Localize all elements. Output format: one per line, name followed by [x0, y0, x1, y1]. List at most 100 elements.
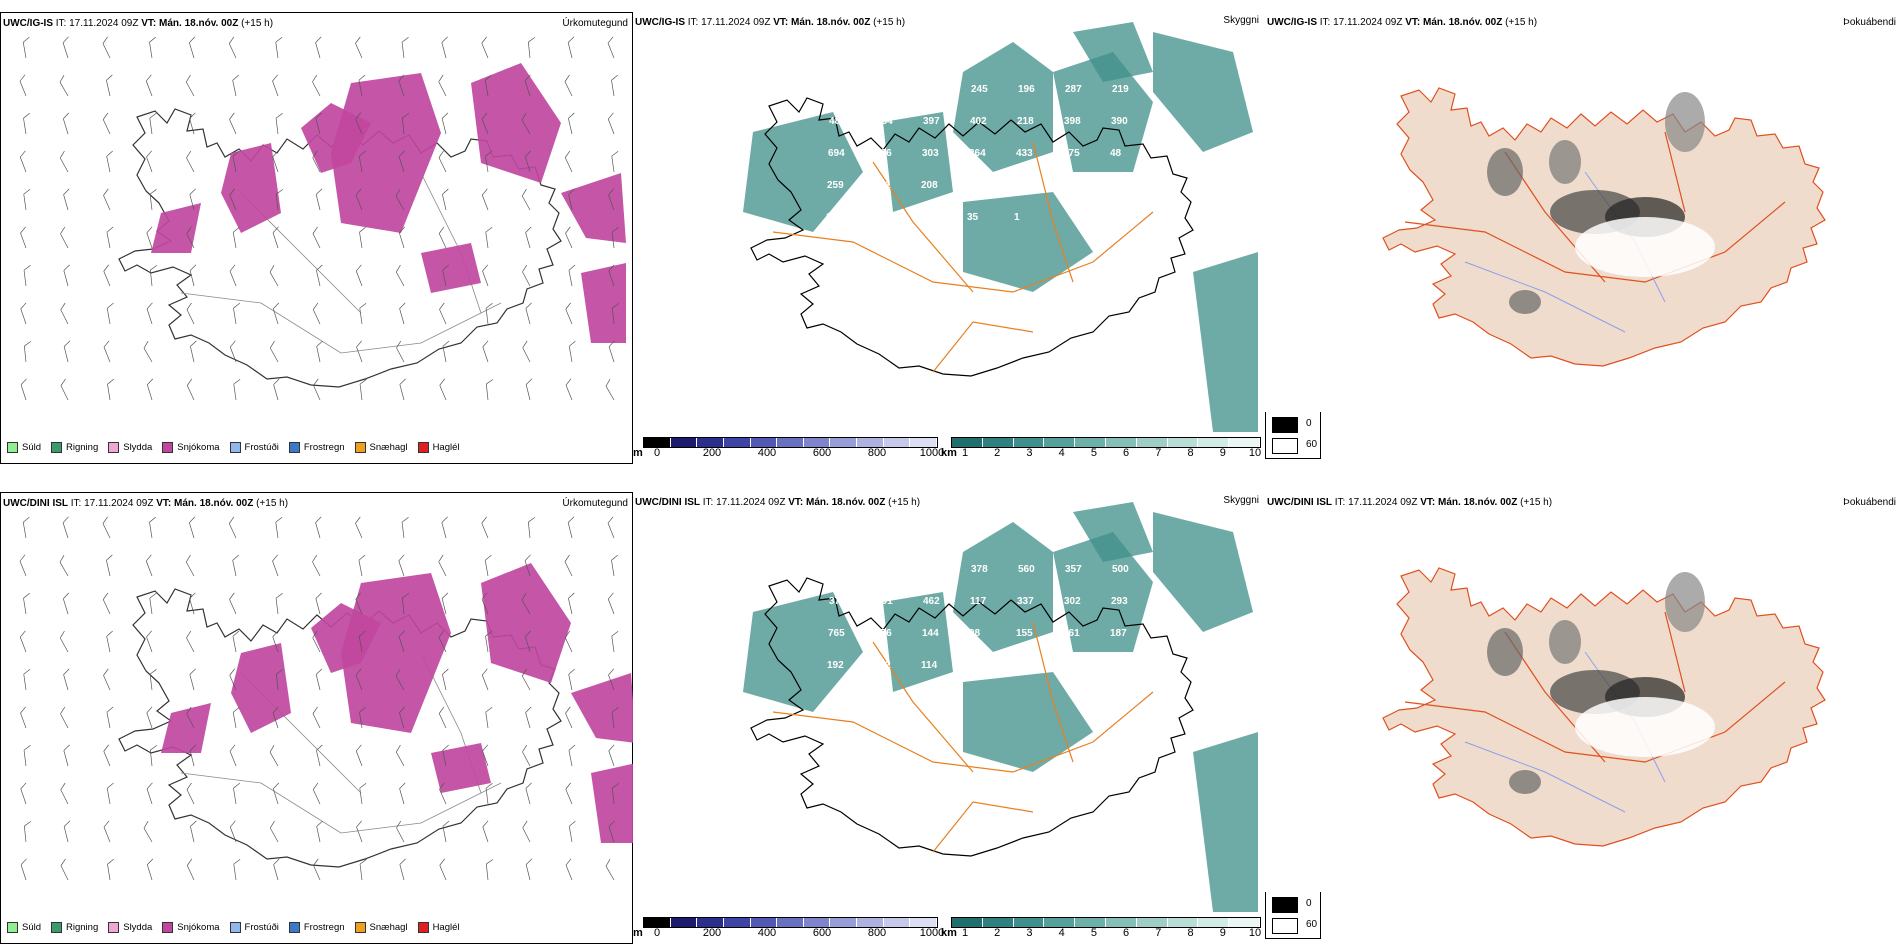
vt-value: Mán. 18.nóv. 00Z — [1438, 497, 1518, 508]
wind-barb-flag — [63, 820, 71, 827]
legend-item: Snæhagl — [354, 442, 408, 453]
colorbar-segment — [697, 918, 724, 927]
wind-barb-staff — [605, 865, 615, 881]
wind-barb — [355, 36, 363, 59]
wind-barb — [59, 150, 69, 173]
lead-time: (+15 h) — [256, 498, 289, 509]
wind-barb — [62, 516, 69, 539]
wind-barb-flag — [485, 226, 493, 233]
fog-patch — [1549, 620, 1581, 664]
wind-barb — [567, 516, 575, 539]
colorbar-segment — [750, 918, 778, 927]
fog-patch — [1665, 92, 1705, 152]
wind-barb — [525, 782, 532, 805]
colorbar-tick: 0 — [653, 447, 661, 459]
panel-name: Þokuábendi — [1843, 17, 1896, 28]
it-label: IT: — [1319, 17, 1331, 28]
colorbar-segment — [1136, 918, 1168, 927]
wind-barb — [359, 379, 367, 401]
colorbar-segment — [1167, 438, 1199, 447]
wind-barb — [315, 188, 323, 211]
wind-barb — [20, 706, 27, 729]
it-value: 17.11.2024 09Z — [69, 18, 139, 29]
wind-barb — [359, 226, 367, 249]
wind-barb-staff — [233, 788, 237, 805]
wind-barb-flag — [233, 858, 241, 865]
wind-barb-staff — [485, 232, 489, 249]
wind-barb-staff — [607, 43, 615, 59]
colorbar-segment — [857, 438, 884, 447]
wind-barb-staff — [19, 156, 27, 173]
wind-barb-staff — [103, 827, 111, 843]
wind-barb-staff — [522, 271, 531, 287]
wind-barb — [23, 112, 31, 135]
wind-barb-flag — [186, 226, 192, 234]
iceland-coastline — [118, 588, 562, 868]
wind-barb-flag — [525, 706, 532, 713]
wind-barb-staff — [355, 675, 363, 691]
wind-barb — [398, 74, 405, 97]
wind-barb — [189, 112, 196, 135]
wind-barb-staff — [60, 789, 69, 805]
legend-label: Rigning — [66, 442, 99, 453]
wind-barb — [149, 189, 157, 211]
legend-swatch — [51, 442, 63, 453]
wind-barb-staff — [564, 637, 573, 653]
wind-barb — [611, 74, 619, 97]
wind-barb — [442, 340, 450, 363]
colorbar-strip — [951, 437, 1261, 448]
wind-barb-flag — [355, 188, 362, 196]
wind-barb — [186, 378, 195, 401]
cloud-base-label: 294 — [830, 84, 847, 95]
wind-barb-staff — [228, 523, 237, 539]
wind-barb-flag — [398, 630, 405, 638]
cloud-base-label: 187 — [1110, 628, 1127, 639]
legend-label: Haglél — [432, 922, 460, 933]
wind-barb — [146, 302, 153, 325]
colorbar-tick: 600 — [812, 927, 832, 939]
cloud-base-label: 208 — [921, 180, 938, 191]
wind-barb-staff — [611, 636, 615, 653]
wind-barb-flag — [316, 264, 323, 271]
wind-barb-staff — [611, 156, 615, 173]
wind-barb-flag — [229, 340, 236, 348]
wind-barb-staff — [103, 271, 111, 287]
wind-barb-flag — [190, 820, 197, 827]
wind-barb-flag — [358, 74, 366, 81]
wind-barb — [188, 36, 196, 59]
wind-barb-flag — [149, 112, 157, 119]
wind-barb-staff — [565, 713, 573, 729]
wind-barb-staff — [438, 561, 447, 577]
wind-barb-flag — [63, 592, 70, 599]
legend-label: Snæhagl — [369, 922, 408, 933]
cloud-base-label: 117 — [970, 596, 987, 607]
fog-legend-swatch — [1272, 897, 1298, 913]
wind-barb-staff — [564, 81, 573, 97]
model-name: UWC/DINI ISL — [3, 498, 68, 509]
wind-barb-flag — [233, 378, 241, 385]
model-name: UWC/DINI ISL — [635, 497, 700, 508]
wind-barb-flag — [608, 820, 615, 828]
cloud-base-label: 560 — [1018, 564, 1035, 575]
colorbar-segment — [1229, 918, 1260, 927]
wind-barb-flag — [565, 706, 571, 714]
visibility-colorbar: km 1 2 3 4 5 6 7 8 9 10 — [941, 917, 1261, 941]
wind-barb — [485, 859, 494, 881]
wind-barb-staff — [23, 346, 27, 363]
wind-barb-staff — [396, 827, 405, 843]
wind-barb — [185, 74, 195, 97]
cloud-base-label: 357 — [1065, 564, 1082, 575]
wind-barb — [527, 517, 536, 539]
wind-barb-staff — [315, 598, 321, 615]
wind-barb-flag — [315, 668, 323, 675]
wind-barb-staff — [60, 713, 69, 729]
cloud-base-label: 483 — [829, 116, 846, 127]
wind-barb-flag — [396, 820, 402, 829]
wind-barb-flag — [272, 554, 279, 562]
wind-barb — [315, 112, 322, 135]
colorbar-segment — [803, 438, 831, 447]
wind-barb-staff — [485, 712, 489, 729]
wind-barb-staff — [521, 195, 531, 211]
wind-barb-staff — [189, 270, 195, 287]
wind-barb-flag — [147, 378, 154, 385]
